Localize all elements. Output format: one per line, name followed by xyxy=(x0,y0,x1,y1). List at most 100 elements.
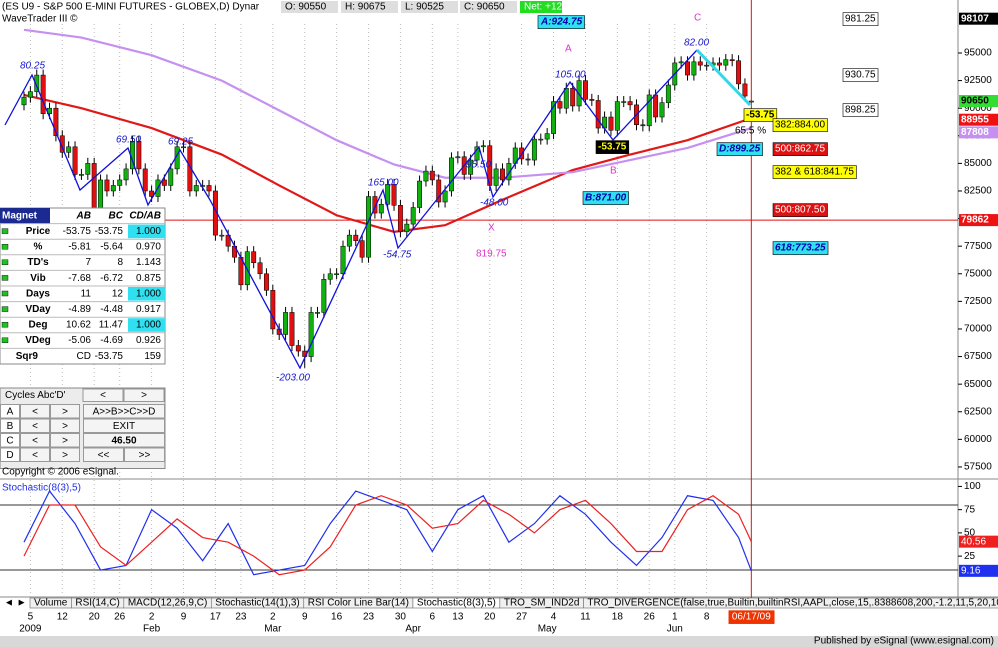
cycles-cell-label[interactable]: A>>B>>C>>D xyxy=(93,406,156,417)
price-marker xyxy=(959,214,998,227)
cycles-cell-label[interactable]: > xyxy=(62,450,68,461)
cycles-cell-label[interactable]: > xyxy=(62,435,68,446)
indicator-tab[interactable]: RSI Color Line Bar(14) xyxy=(308,598,409,609)
nav-button[interactable] xyxy=(82,388,124,402)
candle-body xyxy=(551,101,556,134)
candle-body xyxy=(404,223,410,233)
cycles-cell[interactable] xyxy=(20,418,50,433)
candle-body xyxy=(665,84,671,103)
indicator-tab[interactable]: Stochastic(8(3),5) xyxy=(417,598,496,609)
candle-body xyxy=(21,96,27,106)
y-tick-label: 90000 xyxy=(964,103,992,114)
label-box xyxy=(716,142,763,156)
cycles-cell[interactable] xyxy=(20,433,50,448)
indicator-tab[interactable]: TRO_SM_IND2d xyxy=(504,598,580,609)
wave-annotation: A:924.75 xyxy=(540,17,583,28)
y-tick-label: 95000 xyxy=(964,48,992,59)
candle-body xyxy=(653,94,659,118)
wave-annotation: 500:807.50 xyxy=(775,205,825,216)
stochastic-line xyxy=(23,495,752,576)
cycles-cell-label[interactable]: > xyxy=(62,406,68,417)
nav-button-label[interactable]: < xyxy=(100,390,106,401)
wave-annotation: -203.00 xyxy=(276,373,310,384)
cycles-cell-label[interactable]: >> xyxy=(139,450,151,461)
wave-annotation: 80.25 xyxy=(20,61,45,72)
cycles-cell[interactable] xyxy=(83,447,124,462)
cycles-cell-label[interactable]: < xyxy=(32,450,38,461)
label-box xyxy=(595,140,630,154)
indicator-tab[interactable]: Stochastic(14(1),3) xyxy=(215,598,299,609)
wave-annotation: -48.00 xyxy=(480,198,509,209)
candle-body xyxy=(410,207,416,225)
table-header: AB xyxy=(76,210,91,221)
net-value: Net: +125 xyxy=(524,2,568,13)
cycles-cell-label: A xyxy=(7,406,14,417)
cycles-cell xyxy=(0,404,20,419)
label-box xyxy=(842,103,879,117)
candle-body xyxy=(436,179,442,203)
indicator-tab[interactable]: MACD(12,26,9,C) xyxy=(128,598,207,609)
table-cell: 11 xyxy=(81,288,92,299)
tab-frame[interactable] xyxy=(583,597,998,609)
table-cell: -7.68 xyxy=(68,273,91,284)
nav-button[interactable] xyxy=(123,388,165,402)
cycles-cell[interactable] xyxy=(83,433,165,448)
wave-annotation: 930.75 xyxy=(845,70,876,81)
cycles-cell[interactable] xyxy=(83,404,165,419)
tab-scroll[interactable]: ◄ ► xyxy=(4,598,27,609)
candle-body xyxy=(678,61,684,64)
cycles-cell[interactable] xyxy=(50,418,80,433)
candle-body xyxy=(614,101,620,131)
cycles-cell-label[interactable]: < xyxy=(32,421,38,432)
cycles-cell-label[interactable]: 46.50 xyxy=(111,435,136,446)
candle-body xyxy=(295,345,301,352)
wave-annotation: X xyxy=(488,223,495,234)
candle-body xyxy=(219,234,225,237)
cycles-cell-label[interactable]: > xyxy=(62,421,68,432)
x-tick-label: 11 xyxy=(580,612,591,623)
cycles-cell[interactable] xyxy=(124,447,165,462)
panel-title: Stochastic(8(3),5) xyxy=(2,483,81,494)
cycles-title: Cycles Abc'D' xyxy=(5,390,66,401)
x-month-label: Feb xyxy=(143,624,161,635)
open-value: O: 90550 xyxy=(285,2,327,13)
label-box xyxy=(728,610,775,624)
x-tick-label: 13 xyxy=(452,612,464,623)
last-value-label: 9.16 xyxy=(961,565,981,576)
nav-button-label[interactable]: > xyxy=(141,390,147,401)
candle-body xyxy=(595,100,601,129)
status-bar xyxy=(0,636,998,647)
table-cell: Days xyxy=(26,288,50,299)
candle-body xyxy=(646,94,652,127)
candle-body xyxy=(40,74,46,114)
cycles-cell-label[interactable]: < xyxy=(32,406,38,417)
cycles-cell[interactable] xyxy=(83,418,165,433)
row-icon xyxy=(1,228,9,234)
candle-body xyxy=(283,312,289,335)
ohlc-box xyxy=(281,1,338,13)
candle-body xyxy=(468,159,474,175)
price-marker-label: 98107 xyxy=(961,13,989,24)
cycles-cell[interactable] xyxy=(20,447,50,462)
cycles-cell[interactable] xyxy=(20,404,50,419)
y-tick-label: 85000 xyxy=(964,158,992,169)
cycles-cell-label[interactable]: << xyxy=(98,450,110,461)
price-marker-label: 90650 xyxy=(961,96,989,107)
cycles-cell-label[interactable]: < xyxy=(32,435,38,446)
table-cell: 1.000 xyxy=(136,320,161,331)
candle-body xyxy=(200,185,206,187)
y-tick-label: 82500 xyxy=(964,186,992,197)
candle-body xyxy=(161,179,167,186)
table-cell: 11.47 xyxy=(99,320,124,331)
cycles-cell[interactable] xyxy=(50,404,80,419)
indicator-tab[interactable]: RSI(14,C) xyxy=(75,598,119,609)
table-cell: 8 xyxy=(117,257,123,268)
candle-body xyxy=(340,245,346,275)
x-tick-label: 16 xyxy=(331,612,343,623)
cycles-cell-label[interactable]: EXIT xyxy=(113,421,135,432)
cycles-cell[interactable] xyxy=(50,433,80,448)
cycles-cell[interactable] xyxy=(50,447,80,462)
candle-body xyxy=(378,203,384,214)
indicator-tab[interactable]: Volume xyxy=(34,598,68,609)
indicator-tab[interactable]: TRO_DIVERGENCE(false,true,Builtin,builti… xyxy=(587,598,998,609)
